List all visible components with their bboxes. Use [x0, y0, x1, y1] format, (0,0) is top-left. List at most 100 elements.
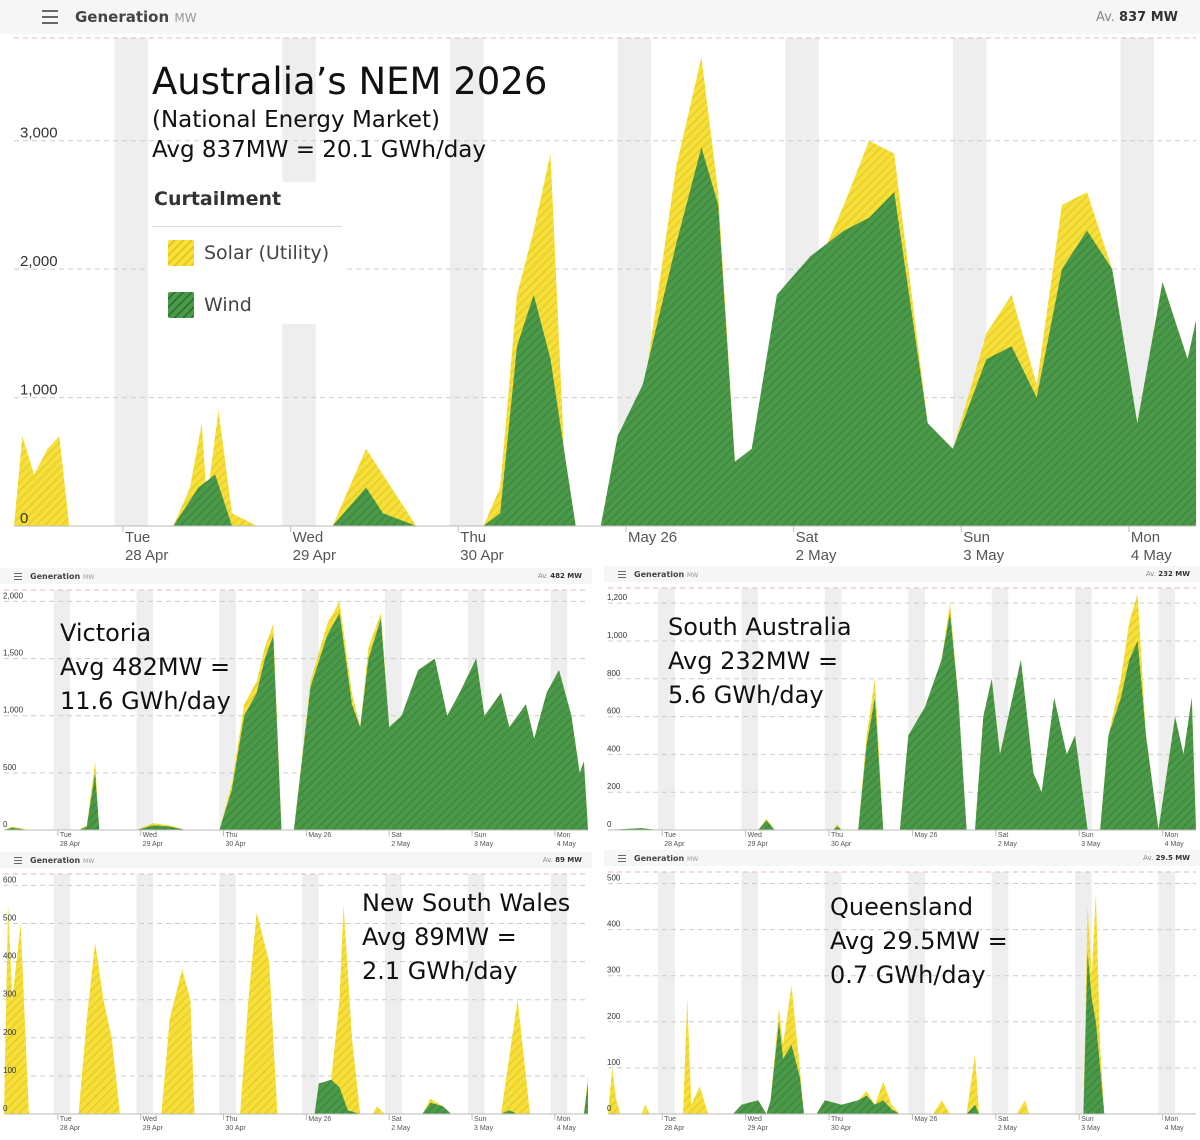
x-tick-label-6: Mon — [1165, 832, 1179, 839]
x-tick-label-1: Wed — [143, 832, 157, 839]
x-tick-sublabel-4: 2 May — [796, 547, 837, 564]
y-tick-label-2: 200 — [3, 1028, 17, 1037]
x-tick-sublabel-6: 4 May — [1165, 1125, 1185, 1132]
header-title: Generation MW — [634, 569, 699, 579]
series-area-wind — [608, 612, 1196, 830]
legend-label-wind: Wind — [204, 294, 252, 316]
x-tick-sublabel-6: 4 May — [557, 1125, 577, 1132]
overlay-line-3: Avg 837MW = 20.1 GWh/day — [152, 137, 487, 163]
x-tick-sublabel-0: 28 Apr — [664, 841, 685, 848]
header-title: Generation MW — [75, 8, 197, 26]
legend: Curtailment Solar (Utility) Wind — [148, 182, 346, 324]
panel-victoria: Generation MW Av. 482 MW 0 500 1,000 1,500 2… — [0, 568, 592, 852]
chart-overlay-title: Queensland Avg 29.5MW = 0.7 GWh/day — [830, 890, 1008, 992]
x-tick-label-6: Mon — [1131, 529, 1160, 546]
overlay-line-2: Avg 29.5MW = — [830, 927, 1008, 955]
chart-overlay-title: Victoria Avg 482MW = 11.6 GWh/day — [60, 616, 231, 718]
hamburger-menu-icon[interactable] — [618, 570, 626, 578]
legend-title: Curtailment — [154, 188, 282, 210]
y-tick-label-3: 300 — [3, 990, 17, 999]
shade-band-2 — [449, 38, 484, 526]
y-tick-label-2: 1,000 — [3, 706, 24, 715]
y-tick-label-1: 500 — [3, 763, 17, 772]
y-tick-label-2: 2,000 — [20, 253, 58, 270]
panel-south-australia: Generation MW Av. 232 MW 0 200 400 600 800 1,… — [604, 566, 1200, 852]
hamburger-menu-icon[interactable] — [618, 854, 626, 862]
header-average: Av. 482 MW — [537, 572, 582, 580]
x-tick-sublabel-6: 4 May — [557, 841, 577, 848]
shade-band-1 — [741, 588, 759, 830]
header-average: Av. 89 MW — [542, 856, 582, 864]
shade-band-0 — [53, 590, 71, 830]
overlay-line-3: 2.1 GWh/day — [362, 957, 518, 985]
x-tick-sublabel-5: 3 May — [474, 841, 494, 848]
header-title: Generation MW — [30, 855, 95, 865]
chart-overlay-title: Australia’s NEM 2026 (National Energy Ma… — [152, 60, 547, 163]
x-tick-label-5: Sun — [963, 529, 990, 546]
y-tick-label-4: 2,000 — [3, 591, 24, 600]
x-tick-sublabel-4: 2 May — [998, 841, 1018, 848]
shade-band-3 — [908, 872, 925, 1114]
y-tick-label-2: 400 — [607, 744, 621, 753]
x-tick-label-0: Tue — [60, 832, 72, 839]
x-tick-sublabel-4: 2 May — [391, 1125, 411, 1132]
x-tick-sublabel-5: 3 May — [963, 547, 1004, 564]
y-tick-label-1: 1,000 — [20, 382, 58, 399]
panel-new-south-wales: Generation MW Av. 89 MW 0 100 200 300 400 500… — [0, 852, 592, 1136]
overlay-line-1: Australia’s NEM 2026 — [152, 60, 548, 103]
shade-band-0 — [114, 38, 149, 526]
panel-header: Generation MW Av. 89 MW — [0, 852, 592, 868]
hamburger-menu-icon[interactable] — [14, 856, 22, 864]
x-tick-sublabel-5: 3 May — [1081, 1125, 1101, 1132]
x-tick-label-0: Tue — [125, 529, 150, 546]
header-average: Av. 29.5 MW — [1143, 854, 1190, 862]
y-tick-label-3: 3,000 — [20, 125, 58, 142]
chart-south-australia: 0 200 400 600 800 1,000 1,200 Tue 28 Apr Wed 29 Ap… — [607, 587, 1196, 848]
x-tick-label-3: May 26 — [308, 1116, 331, 1123]
x-tick-label-2: Thu — [460, 529, 486, 546]
legend-item-wind[interactable]: Wind — [168, 292, 252, 318]
x-tick-sublabel-2: 30 Apr — [460, 547, 503, 564]
legend-item-solar[interactable]: Solar (Utility) — [168, 240, 329, 266]
chart-overlay-title: New South Wales Avg 89MW = 2.1 GWh/day — [362, 886, 570, 988]
x-tick-label-5: Sun — [1081, 832, 1094, 839]
chart-victoria: 0 500 1,000 1,500 2,000 Tue 28 Apr Wed 29 Apr Thu… — [3, 589, 588, 848]
legend-divider — [152, 226, 342, 227]
shade-band-2 — [219, 590, 236, 830]
chart-overlay-title: South Australia Avg 232MW = 5.6 GWh/day — [668, 610, 852, 712]
overlay-line-2: Avg 232MW = — [668, 647, 839, 675]
x-tick-label-1: Wed — [293, 529, 324, 546]
header-title: Generation MW — [30, 571, 95, 581]
overlay-line-1: South Australia — [668, 613, 852, 641]
x-tick-label-5: Sun — [1081, 1116, 1094, 1123]
x-tick-label-0: Tue — [664, 1116, 676, 1123]
hamburger-menu-icon[interactable] — [42, 10, 58, 24]
x-tick-label-4: Sat — [998, 1116, 1009, 1123]
x-tick-label-5: Sun — [474, 1116, 487, 1123]
chart-new-south-wales: 0 100 200 300 400 500 600 Tue 28 Apr Wed 29 Apr Thu… — [3, 873, 588, 1132]
y-tick-label-5: 500 — [607, 874, 621, 883]
panel-queensland: Generation MW Av. 29.5 MW 0 100 200 300 400 5… — [604, 850, 1200, 1136]
y-tick-label-5: 500 — [3, 914, 17, 923]
y-tick-label-0: 0 — [607, 1104, 612, 1113]
x-tick-label-2: Thu — [226, 832, 238, 839]
hamburger-menu-icon[interactable] — [14, 572, 22, 580]
y-tick-label-0: 0 — [3, 820, 8, 829]
x-tick-sublabel-2: 30 Apr — [226, 841, 247, 848]
x-tick-sublabel-4: 2 May — [391, 841, 411, 848]
x-tick-label-1: Wed — [143, 1116, 157, 1123]
x-tick-sublabel-6: 4 May — [1165, 841, 1185, 848]
x-tick-label-3: May 26 — [308, 832, 331, 839]
x-tick-label-6: Mon — [557, 832, 571, 839]
y-tick-label-0: 0 — [607, 820, 612, 829]
x-tick-label-1: Wed — [748, 1116, 762, 1123]
x-tick-sublabel-0: 28 Apr — [60, 1125, 81, 1132]
panel-header: Generation MW Av. 232 MW — [604, 566, 1200, 582]
shade-band-2 — [824, 588, 842, 830]
shade-band-1 — [136, 590, 154, 830]
x-tick-label-4: Sat — [796, 529, 819, 546]
x-tick-label-2: Thu — [226, 1116, 238, 1123]
overlay-line-1: New South Wales — [362, 889, 571, 917]
x-tick-label-6: Mon — [557, 1116, 571, 1123]
x-tick-sublabel-2: 30 Apr — [831, 1125, 852, 1132]
